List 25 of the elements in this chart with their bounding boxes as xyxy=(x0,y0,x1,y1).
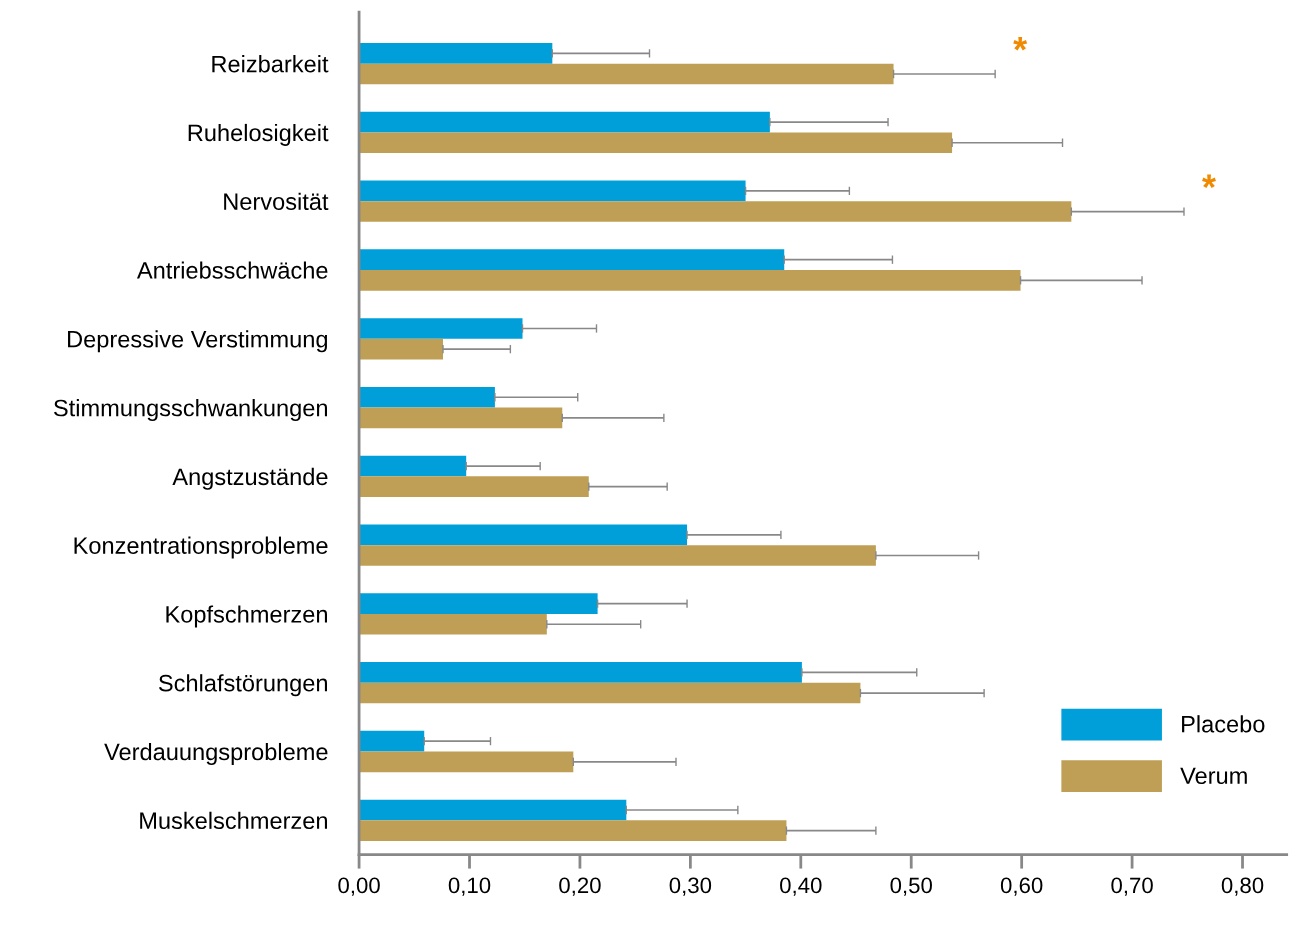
y-tick-label: Kopfschmerzen xyxy=(166,605,327,628)
x-tick-label: 0,10 xyxy=(448,877,491,896)
y-tick-label: Antriebsschwäche xyxy=(136,261,328,279)
legend-label: Placebo xyxy=(1182,715,1265,733)
x-tick-label: 0,40 xyxy=(780,877,822,896)
x-tick-label: 0,30 xyxy=(669,877,712,896)
x-tick-label: 0,60 xyxy=(1000,877,1043,896)
y-tick-label: Depressive Verstimmung xyxy=(68,330,328,353)
y-tick-label: Nervosität xyxy=(224,192,329,211)
x-tick-label: 0,20 xyxy=(559,877,601,896)
y-tick-label: Verdauungsprobleme xyxy=(104,742,328,765)
y-tick-label: Ruhelosigkeit xyxy=(188,123,329,146)
annotation: * xyxy=(1013,37,1028,51)
x-tick-label: 0,80 xyxy=(1221,877,1264,896)
y-tick-label: Stimmungsschwankungen xyxy=(54,399,327,422)
y-tick-label: Reizbarkeit xyxy=(212,55,329,73)
x-tick-label: 0,70 xyxy=(1111,877,1153,896)
y-tick-label: Angstzustände xyxy=(172,467,328,490)
x-tick-label: 0,50 xyxy=(890,877,932,896)
annotation: * xyxy=(1202,174,1216,189)
x-tick-label: 0,00 xyxy=(338,877,380,896)
y-tick-label: Muskelschmerzen xyxy=(140,811,327,830)
y-tick-label: Schlafstörungen xyxy=(158,674,327,697)
legend-label: Verum xyxy=(1180,767,1247,785)
y-tick-label: Konzentrationsprobleme xyxy=(74,536,328,559)
